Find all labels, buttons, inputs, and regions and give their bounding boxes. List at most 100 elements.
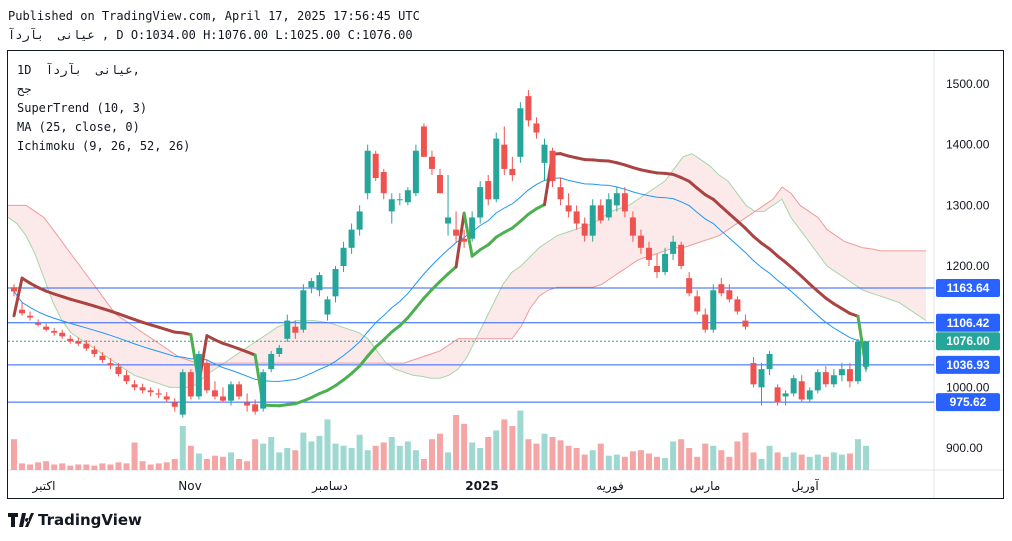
candle-body	[59, 332, 66, 337]
volume-bar	[597, 443, 604, 470]
volume-bar	[211, 455, 218, 470]
candle-body	[517, 108, 524, 157]
volume-bar	[806, 456, 813, 470]
volume-bar	[380, 442, 387, 470]
supertrend-segment	[350, 364, 362, 375]
volume-bar	[445, 452, 452, 470]
candle-body	[211, 390, 218, 397]
volume-bar	[308, 441, 315, 470]
candle-body	[252, 404, 259, 412]
volume-bar	[428, 439, 435, 470]
candle-body	[11, 287, 17, 292]
x-tick-label: اکتبر	[32, 479, 56, 494]
volume-bar	[99, 463, 106, 470]
supertrend-segment	[406, 306, 418, 320]
candle-body	[123, 375, 130, 382]
candle-body	[300, 290, 307, 330]
volume-bar	[324, 419, 331, 470]
volume-bar	[75, 464, 82, 470]
candle-body	[863, 341, 869, 367]
supertrend-segment	[784, 260, 796, 271]
candle-body	[107, 363, 114, 366]
volume-bar	[742, 432, 749, 470]
supertrend-segment	[454, 211, 466, 269]
legend-supertrend[interactable]: SuperTrend (10, 3)	[17, 101, 148, 115]
candle-body	[477, 187, 484, 218]
supertrend-segment	[366, 345, 378, 358]
candle-body	[774, 387, 781, 403]
volume-bar	[268, 437, 275, 470]
candle-body	[557, 187, 564, 200]
supertrend-segment	[751, 234, 764, 245]
supertrend-segment	[735, 219, 747, 230]
tradingview-logo-icon	[8, 513, 34, 527]
volume-bar	[645, 453, 652, 470]
volume-bar	[477, 448, 484, 470]
volume-bar	[485, 437, 492, 470]
candle-body	[597, 205, 604, 221]
legend-ichimoku[interactable]: Ichimoku (9, 26, 52, 26)	[17, 139, 191, 153]
volume-bar	[662, 457, 669, 470]
volume-bar	[123, 463, 130, 470]
candle-body	[292, 326, 299, 333]
x-tick-label: دسامبر	[311, 479, 348, 494]
supertrend-segment	[342, 371, 354, 382]
candle-body	[35, 323, 42, 325]
volume-bar	[67, 465, 74, 470]
candle-body	[846, 369, 853, 382]
candle-body	[99, 355, 106, 361]
volume-bar	[260, 443, 267, 470]
candle-body	[388, 199, 395, 212]
candle-body	[581, 223, 588, 236]
legend-ma[interactable]: MA (25, close, 0)	[17, 120, 140, 134]
supertrend-segment	[534, 203, 546, 211]
supertrend-segment	[382, 330, 394, 342]
volume-bar	[549, 437, 556, 470]
candle-body	[364, 150, 371, 194]
price-label-text: 1106.42	[947, 316, 990, 330]
volume-bar	[195, 453, 202, 470]
x-tick-label: فوریه	[596, 479, 624, 494]
candle-body	[228, 384, 235, 401]
candle-body	[854, 341, 861, 382]
supertrend-segment	[840, 307, 852, 315]
candle-body	[678, 244, 685, 266]
volume-bar	[131, 442, 138, 470]
candle-body	[163, 396, 170, 400]
volume-bar	[179, 426, 186, 470]
candle-body	[67, 338, 74, 342]
candle-body	[147, 390, 154, 393]
candle-body	[236, 384, 243, 397]
candle-body	[332, 269, 339, 297]
candle-body	[509, 168, 516, 175]
candle-body	[806, 390, 813, 400]
volume-bar	[340, 445, 347, 470]
volume-bar	[798, 454, 805, 470]
candle-body	[702, 314, 709, 330]
volume-bar	[388, 437, 395, 470]
candle-body	[348, 229, 355, 248]
candle-body	[589, 205, 596, 236]
x-tick-label: مارس	[690, 479, 721, 494]
y-tick-label: 1500.00	[946, 77, 990, 91]
candle-body	[485, 181, 492, 200]
volume-bar	[171, 459, 178, 470]
supertrend-segment	[760, 241, 772, 251]
volume-bar	[670, 441, 677, 470]
supertrend-segment	[816, 289, 828, 300]
supertrend-segment	[832, 302, 844, 311]
supertrend-segment	[486, 235, 498, 247]
supertrend-segment	[414, 296, 426, 310]
supertrend-segment	[325, 384, 338, 392]
volume-bar	[541, 433, 548, 470]
volume-bar	[589, 450, 596, 470]
candle-body	[533, 123, 540, 133]
tradingview-brand: TradingView	[38, 511, 142, 529]
volume-bar	[437, 433, 443, 470]
volume-bar	[59, 463, 66, 470]
candle-body	[525, 96, 532, 121]
volume-bar	[822, 456, 829, 470]
candle-body	[428, 156, 435, 169]
candle-body	[19, 309, 26, 314]
